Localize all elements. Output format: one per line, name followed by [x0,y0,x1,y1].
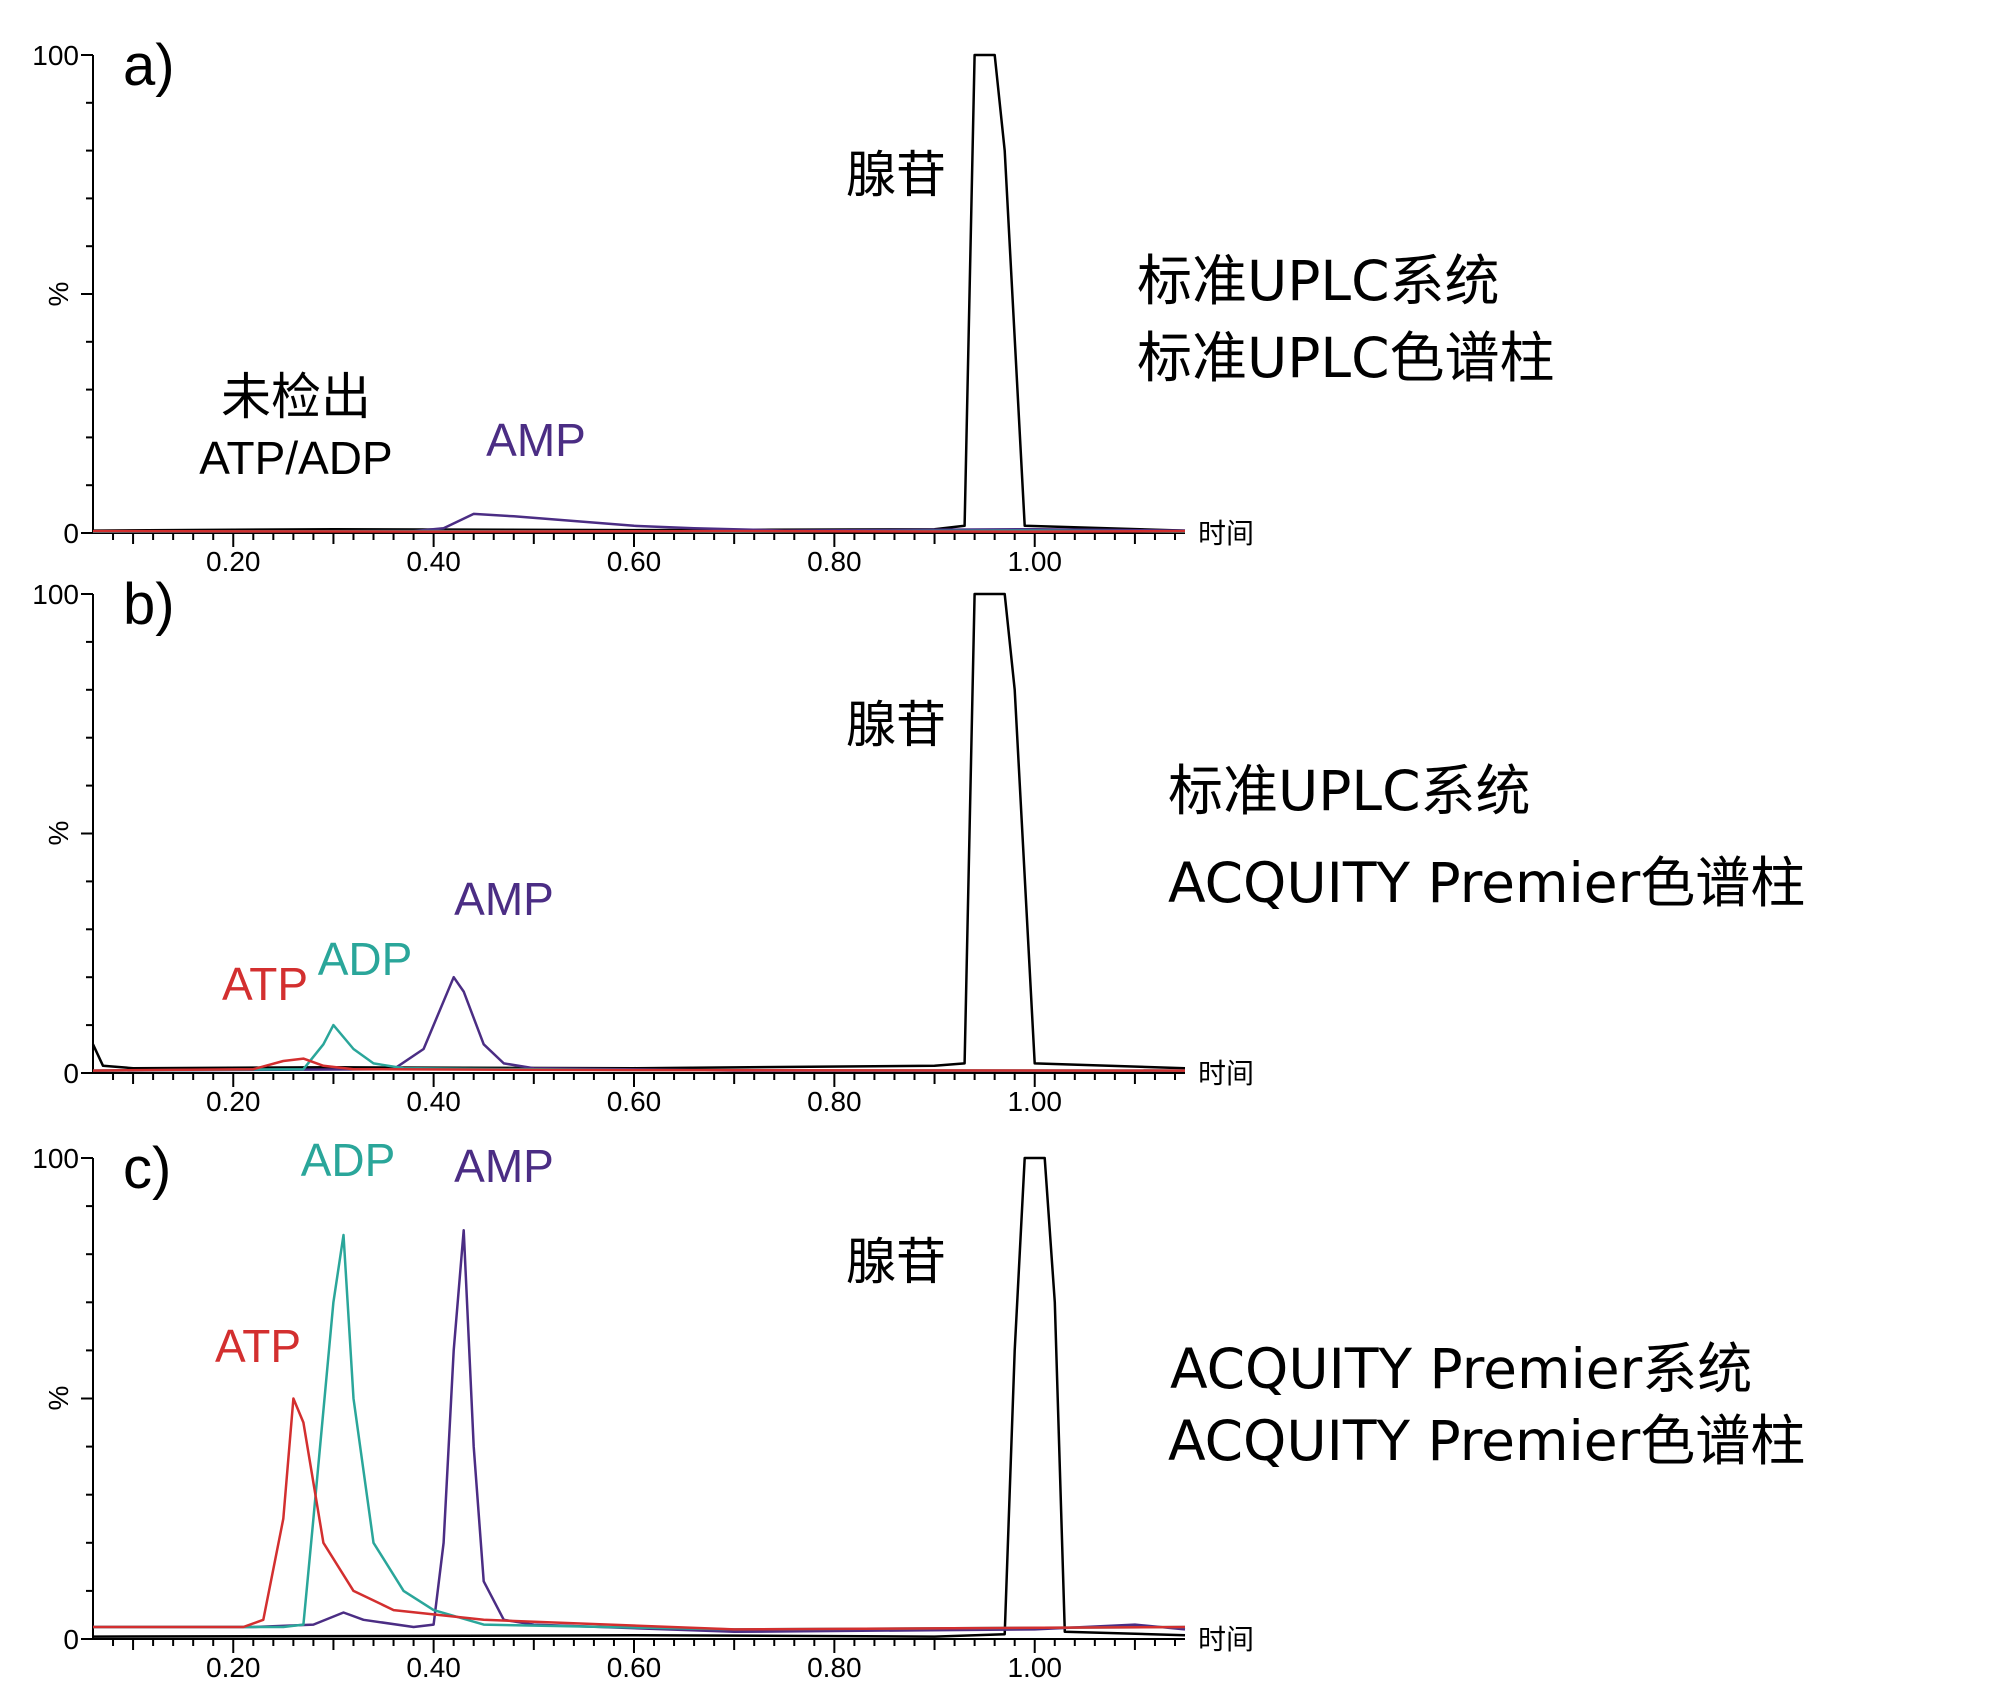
peak-label: 腺苷 [846,146,946,204]
peak-label: 腺苷 [846,696,946,754]
peak-label: AMP [486,414,586,466]
series-line-adp [92,1023,1186,1072]
y-axis-label: % [43,821,74,846]
x-tick-label: 0.40 [406,1652,461,1683]
x-tick-label: 0.40 [406,1086,461,1117]
system-column-note: 标准UPLC系统 [1137,249,1499,313]
series-line-adenosine [92,1156,1186,1638]
x-tick-label: 1.00 [1007,546,1062,577]
panel-label: b) [123,572,175,637]
x-tick-label: 1.00 [1007,1652,1062,1683]
x-axis-label: 时间 [1198,1058,1254,1089]
peak-label: ATP/ADP [199,432,392,484]
x-tick-label: 0.60 [607,1086,662,1117]
x-tick-label: 0.80 [807,1086,862,1117]
y-tick-label: 0 [63,518,79,549]
x-tick-label: 0.80 [807,1652,862,1683]
peak-label: AMP [454,873,554,925]
panel-label: c) [123,1136,171,1201]
chart-panel-b: 0 100% 0.20 0.40 0.60 0.80 1.00 时间 b) 腺苷 AMP ADPATP… [32,572,1805,1117]
system-column-note: ACQUITY Premier色谱柱 [1168,851,1805,915]
peak-label: AMP [454,1140,554,1192]
series-line-atp [93,1397,1186,1631]
series-line-atp [92,1057,1186,1072]
y-tick-label: 100 [32,1143,79,1174]
y-tick-label: 0 [63,1624,79,1655]
x-tick-label: 0.20 [206,1652,261,1683]
chart-panel-c: 0 100% 0.20 0.40 0.60 0.80 1.00 时间 c) 腺苷 AMP ADP ATP… [32,1134,1805,1683]
x-axis-label: 时间 [1198,518,1254,549]
system-column-note: 标准UPLC系统 [1168,759,1530,823]
peak-label: ATP [222,958,308,1010]
system-column-note: ACQUITY Premier色谱柱 [1168,1409,1805,1473]
chart-panel-a: 0 100% 0.20 0.40 0.60 0.80 1.00 时间 a) 腺苷 AMP 未检出 ATP… [32,33,1554,577]
y-tick-label: 100 [32,579,79,610]
panel-label: a) [123,33,175,98]
peak-label: ADP [318,933,413,985]
series-line-amp [93,1228,1186,1634]
series-line-adenosine [92,53,1186,532]
peak-label: 腺苷 [846,1233,946,1291]
system-column-note: ACQUITY Premier系统 [1170,1337,1752,1401]
y-axis-label: % [43,1386,74,1411]
series-line-adenosine [91,592,1186,1070]
y-tick-label: 0 [63,1058,79,1089]
series-line-adp [93,1233,1186,1631]
peak-label: ADP [301,1134,396,1186]
y-tick-label: 100 [32,40,79,71]
system-column-note: 标准UPLC色谱柱 [1137,326,1554,390]
x-tick-label: 0.80 [807,546,862,577]
x-axis-label: 时间 [1198,1624,1254,1655]
x-tick-label: 0.20 [206,1086,261,1117]
x-tick-label: 0.40 [406,546,461,577]
x-tick-label: 1.00 [1007,1086,1062,1117]
x-tick-label: 0.20 [206,546,261,577]
peak-label: ATP [215,1320,301,1372]
x-tick-label: 0.60 [607,546,662,577]
peak-label: 未检出 [221,368,371,426]
x-tick-label: 0.60 [607,1652,662,1683]
y-axis-label: % [43,282,74,307]
series-line-atp [92,529,1186,533]
